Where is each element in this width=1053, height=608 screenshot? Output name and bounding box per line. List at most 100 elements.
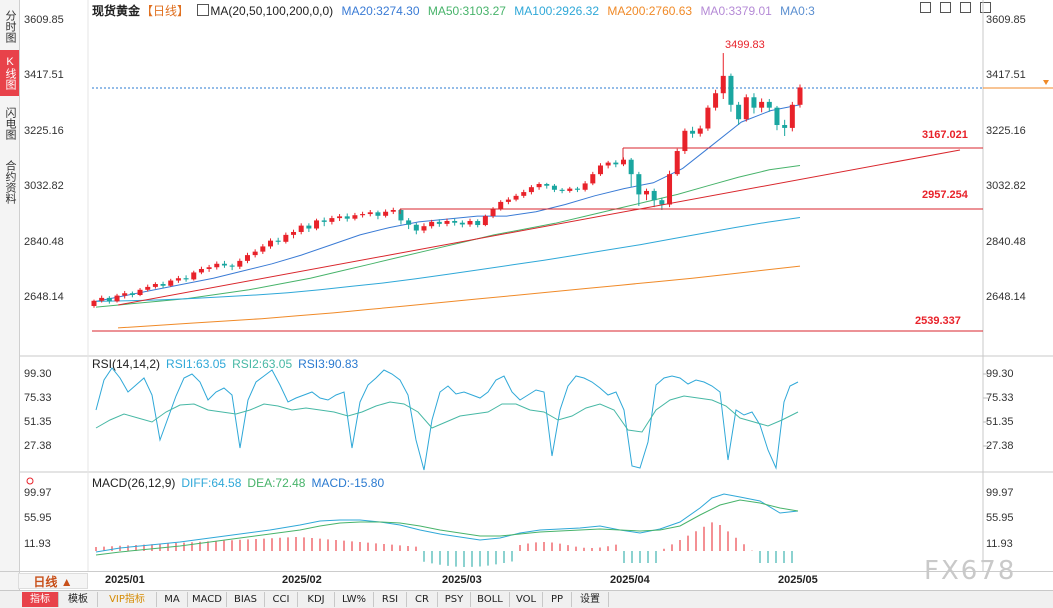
candle (459, 220, 465, 228)
candle (728, 73, 734, 112)
candle (667, 170, 673, 208)
candle (268, 238, 273, 249)
candle (421, 223, 427, 234)
candle (659, 197, 665, 211)
candle (183, 275, 189, 282)
candle (298, 223, 304, 235)
candle (160, 281, 166, 289)
sidebar-tab-kline[interactable]: K线图 (0, 50, 19, 96)
macd-title[interactable]: MACD(26,12,9) (92, 476, 176, 490)
fit-icon[interactable] (960, 2, 971, 13)
candle (789, 101, 795, 132)
candle (713, 89, 719, 111)
period-selector[interactable]: 日线 ▲ (18, 573, 88, 589)
candle (536, 182, 542, 190)
rsi2-line (95, 395, 799, 433)
tab-indicator[interactable]: 指标 (22, 592, 59, 607)
sidebar-tab-flash[interactable]: 闪电图 (4, 106, 16, 140)
support-level-3: 2539.337 (915, 315, 961, 327)
chart-type-sidebar: 分时图 K线图 闪电图 合约资料 (0, 0, 20, 590)
sidebar-tab-contract-info[interactable]: 合约资料 (4, 160, 16, 204)
ma-params[interactable]: MA(20,50,100,200,0,0) (210, 4, 334, 18)
candle (406, 218, 412, 230)
rsi-tick: 27.38 (24, 440, 52, 452)
tab-cci[interactable]: CCI (265, 592, 298, 607)
price-tick-right: 3609.85 (986, 14, 1026, 26)
candle (513, 193, 519, 202)
rsi-title[interactable]: RSI(14,14,2) (92, 357, 161, 371)
tab-vip-indicator[interactable]: VIP指标 (98, 592, 157, 607)
tab-settings[interactable]: 设置 (572, 592, 609, 607)
sidebar-tab-timeshare[interactable]: 分时图 (4, 9, 16, 43)
rsi3-value: RSI3:90.83 (298, 357, 359, 371)
price-tick-right: 3225.16 (986, 125, 1026, 137)
tab-vol[interactable]: VOL (510, 592, 543, 607)
tab-macd[interactable]: MACD (188, 592, 227, 607)
macd-tick: 11.93 (24, 538, 51, 550)
tab-kdj[interactable]: KDJ (298, 592, 335, 607)
rsi-tick-right: 27.38 (986, 440, 1014, 452)
candle (759, 98, 765, 113)
tab-cr[interactable]: CR (407, 592, 438, 607)
fullscreen-icon[interactable] (980, 2, 991, 13)
candle (122, 290, 128, 299)
candle (651, 188, 657, 208)
candle (114, 293, 120, 303)
candle (567, 186, 573, 193)
candle (590, 171, 596, 186)
tab-bias[interactable]: BIAS (227, 592, 265, 607)
tab-psy[interactable]: PSY (438, 592, 471, 607)
tab-template[interactable]: 模板 (59, 592, 98, 607)
candle (690, 126, 696, 138)
support-level-1: 3167.021 (922, 129, 968, 141)
ma200-value: MA200:2760.63 (607, 4, 693, 18)
candle (720, 53, 726, 100)
candle (337, 214, 343, 221)
tab-pp[interactable]: PP (543, 592, 572, 607)
ma-settings-icon[interactable] (197, 4, 210, 16)
candle (705, 105, 711, 131)
candle (559, 188, 565, 194)
candle (505, 197, 511, 205)
tab-rsi[interactable]: RSI (374, 592, 407, 607)
candle (275, 237, 281, 245)
ma50-value: MA50:3103.27 (427, 4, 506, 18)
candle (674, 148, 680, 176)
candle (329, 215, 335, 225)
candle (198, 266, 204, 275)
tab-boll[interactable]: BOLL (471, 592, 510, 607)
zoom-out-icon[interactable] (940, 2, 951, 13)
candle (697, 125, 703, 137)
candle (367, 210, 373, 217)
ma20-value: MA20:3274.30 (341, 4, 420, 18)
candle (145, 284, 151, 292)
price-tick-left: 3032.82 (24, 180, 64, 192)
tab-lw[interactable]: LW% (335, 592, 374, 607)
rsi1-line (95, 367, 799, 471)
macd-macd-value: MACD:-15.80 (311, 476, 385, 490)
rsi-tick-right: 75.33 (986, 392, 1014, 404)
candle (797, 84, 803, 108)
price-tick-left: 3225.16 (24, 125, 64, 137)
macd-dea-value: DEA:72.48 (247, 476, 306, 490)
candle (383, 209, 389, 218)
ma100-line (95, 217, 801, 302)
candle (221, 260, 227, 268)
date-tick: 2025/02 (282, 574, 322, 586)
price-tick-left: 3417.51 (24, 69, 64, 81)
candle (544, 182, 550, 189)
ma100-value: MA100:2926.32 (514, 4, 600, 18)
candle (413, 222, 419, 235)
candle (528, 185, 534, 195)
candle (375, 210, 381, 220)
candle (283, 232, 289, 244)
candle (321, 217, 327, 227)
price-tick-left: 2840.48 (24, 236, 64, 248)
zoom-in-icon[interactable] (920, 2, 931, 13)
price-marker-icon (1043, 80, 1049, 85)
candle (613, 160, 619, 168)
tab-ma[interactable]: MA (157, 592, 188, 607)
candle (551, 183, 557, 193)
macd-tick-right: 99.97 (986, 487, 1014, 499)
